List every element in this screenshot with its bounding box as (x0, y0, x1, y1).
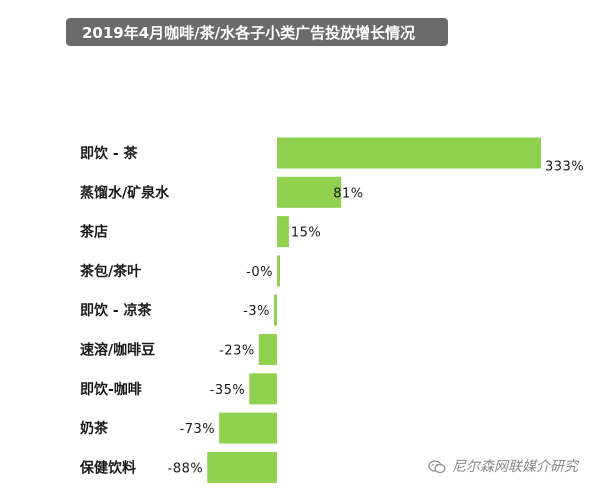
category-label-1: 蒸馏水/矿泉水 (80, 184, 170, 201)
category-label-6: 即饮-咖啡 (80, 381, 142, 398)
value-label-5: -23% (219, 344, 255, 359)
chart-title: 2019年4月咖啡/茶/水各子小类广告投放增长情况 (82, 23, 416, 42)
value-label-2: 15% (291, 226, 321, 241)
bar-8 (207, 451, 277, 483)
bar-7 (219, 412, 277, 444)
wechat-icon (428, 459, 446, 474)
value-label-3: -0% (246, 265, 273, 280)
value-label-7: -73% (180, 422, 216, 437)
category-label-2: 茶店 (79, 224, 108, 241)
bar-0 (277, 137, 541, 169)
category-label-3: 茶包/茶叶 (79, 263, 141, 280)
value-label-6: -35% (210, 383, 246, 398)
bar-3 (277, 255, 280, 287)
bar-5 (258, 334, 277, 365)
value-label-4: -3% (243, 304, 270, 319)
category-label-8: 保健饮料 (79, 459, 136, 476)
bar-6 (249, 373, 277, 405)
bar-4 (274, 294, 277, 326)
chart-title-box: 2019年4月咖啡/茶/水各子小类广告投放增长情况 (66, 18, 448, 46)
category-label-5: 速溶/咖啡豆 (80, 342, 155, 359)
category-label-4: 即饮 - 凉茶 (80, 302, 153, 319)
value-label-0: 333% (545, 160, 584, 175)
category-label-7: 奶茶 (80, 420, 109, 437)
watermark-text: 尼尔森网联媒介研究 (452, 459, 578, 475)
value-label-8: -88% (168, 461, 204, 476)
watermark: 尼尔森网联媒介研究 (428, 456, 578, 476)
bar-2 (277, 216, 289, 248)
value-label-1: 81% (333, 186, 363, 201)
bar-1 (277, 176, 342, 208)
category-label-0: 即饮 - 茶 (80, 145, 139, 162)
